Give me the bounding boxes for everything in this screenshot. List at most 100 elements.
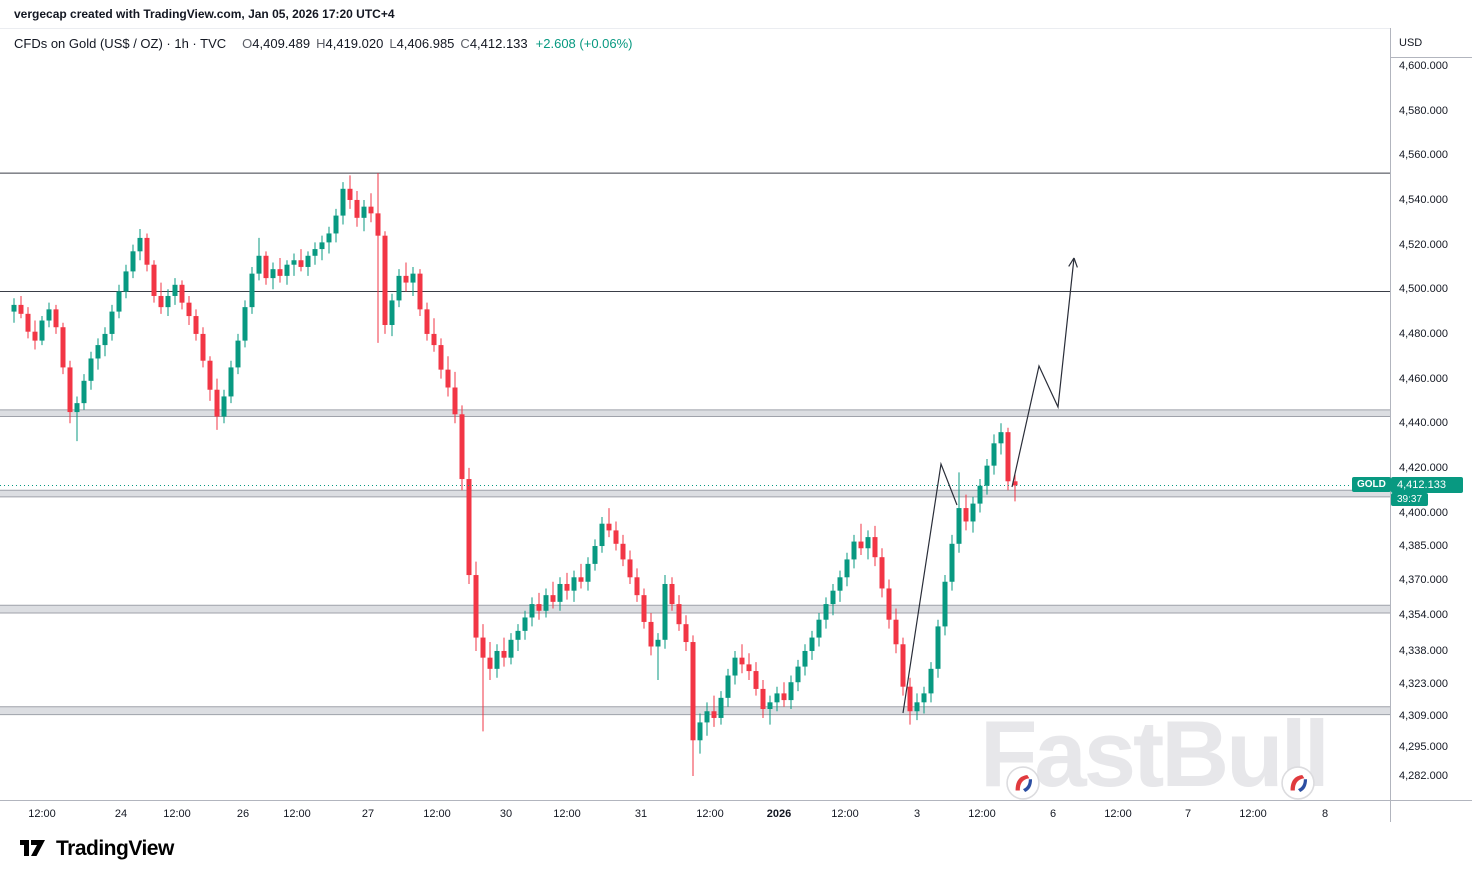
candle	[424, 309, 430, 334]
candle	[536, 604, 542, 611]
candle	[683, 624, 689, 643]
currency-label: USD	[1391, 28, 1472, 58]
chart-annotation: vergecap created with TradingView.com, J…	[14, 7, 395, 21]
time-axis[interactable]: 12:00 24 12:00 26 12:00 27 12:00 30 12:00 31 12:00…	[0, 800, 1472, 833]
candle	[228, 367, 234, 397]
candle	[11, 304, 17, 312]
candle	[347, 188, 353, 200]
candle	[137, 237, 143, 252]
candle	[298, 260, 304, 267]
candle	[291, 260, 297, 265]
candle	[445, 369, 451, 388]
candle	[585, 563, 591, 582]
candle	[459, 414, 465, 480]
candle	[81, 380, 87, 404]
candle	[592, 546, 598, 564]
candle	[571, 577, 577, 591]
candle	[844, 559, 850, 578]
candle	[711, 711, 717, 718]
price-axis-label: 4,400.000	[1399, 506, 1448, 519]
projection-arrow[interactable]	[1011, 257, 1075, 488]
candle	[74, 403, 80, 413]
candle	[501, 650, 507, 658]
candle	[67, 367, 73, 413]
candle	[1005, 432, 1011, 482]
open-value: 4,409.489	[252, 36, 311, 51]
price-axis-label: 4,385.000	[1399, 540, 1448, 553]
candle	[788, 682, 794, 701]
time-axis-label: 24	[114, 808, 128, 820]
candle	[46, 309, 52, 321]
candle	[382, 235, 388, 325]
candle	[669, 583, 675, 605]
time-axis-label: 27	[361, 808, 375, 820]
symbol-price-tag: GOLD	[1352, 477, 1391, 493]
price-axis-label: 4,560.000	[1399, 149, 1448, 162]
close-label: C	[460, 36, 470, 51]
candle	[557, 583, 563, 602]
candle	[802, 650, 808, 667]
price-axis-label: 4,309.000	[1399, 709, 1448, 722]
sr-zone[interactable]	[0, 409, 1390, 417]
candle	[760, 688, 766, 710]
candle	[466, 479, 472, 576]
tradingview-logo[interactable]: TradingView	[18, 836, 174, 862]
candle	[410, 273, 416, 283]
projection-arrowhead	[1073, 257, 1078, 268]
time-axis-label: 12:00	[831, 808, 859, 820]
candle	[837, 577, 843, 591]
time-axis-label: 12:00	[1239, 808, 1267, 820]
price-axis-label: 4,295.000	[1399, 740, 1448, 753]
sr-zone[interactable]	[0, 605, 1390, 614]
candle	[718, 697, 724, 718]
candle	[529, 604, 535, 618]
candle	[319, 242, 325, 250]
candle	[389, 300, 395, 325]
candle	[452, 387, 458, 415]
candle	[144, 237, 150, 265]
price-axis-label: 4,420.000	[1399, 461, 1448, 474]
candle	[417, 273, 423, 310]
candle	[158, 295, 164, 308]
candle	[242, 307, 248, 341]
projection-arrow[interactable]	[902, 461, 958, 714]
time-axis-label: 12:00	[553, 808, 581, 820]
candle	[942, 581, 948, 627]
candle	[599, 523, 605, 547]
price-axis[interactable]: USD 4,600.000 4,580.000 4,560.000 4,540.000…	[1390, 28, 1472, 800]
candle	[487, 657, 493, 669]
time-axis-label: 12:00	[1104, 808, 1132, 820]
candle	[977, 485, 983, 504]
candle	[186, 302, 192, 317]
candle	[970, 503, 976, 522]
candle	[277, 269, 283, 276]
change-value: +2.608 (+0.06%)	[535, 36, 633, 51]
candle	[739, 657, 745, 665]
candle	[438, 345, 444, 370]
candle	[172, 284, 178, 296]
candle	[963, 508, 969, 522]
symbol-header[interactable]: CFDs on Gold (US$ / OZ) · 1h · TVC O4,409…	[14, 36, 633, 51]
price-axis-label: 4,338.000	[1399, 644, 1448, 657]
price-axis-label: 4,480.000	[1399, 327, 1448, 340]
candle	[123, 271, 129, 292]
candle	[851, 541, 857, 560]
candle	[620, 543, 626, 560]
time-axis-label: 30	[499, 808, 513, 820]
candle	[823, 604, 829, 620]
sr-zone[interactable]	[0, 490, 1390, 497]
price-axis-label: 4,500.000	[1399, 283, 1448, 296]
candle	[774, 693, 780, 703]
candle	[32, 331, 38, 341]
candle	[396, 275, 402, 301]
candle	[886, 588, 892, 620]
candle	[550, 595, 556, 602]
time-axis-label: 12:00	[423, 808, 451, 820]
candle	[256, 255, 262, 274]
candle	[998, 432, 1004, 444]
candle	[25, 313, 31, 332]
candle	[95, 345, 101, 359]
candle	[305, 255, 311, 267]
candle	[522, 617, 528, 631]
